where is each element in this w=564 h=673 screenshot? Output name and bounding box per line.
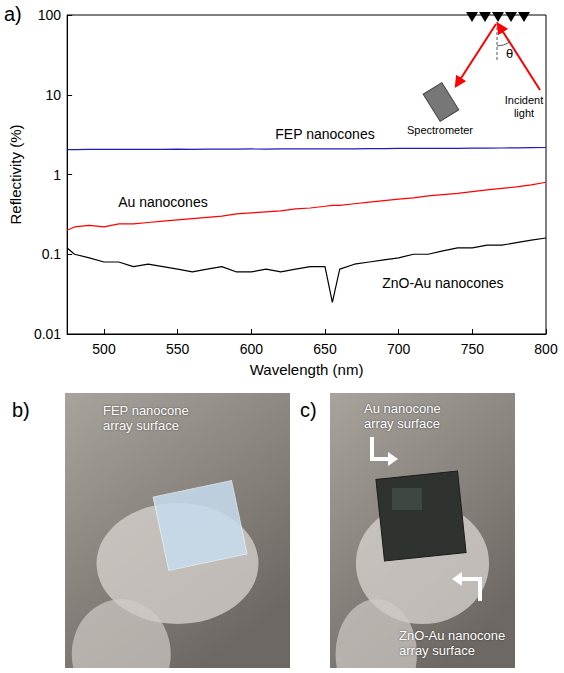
svg-text:750: 750 [461,341,485,357]
svg-text:Incidentlight: Incidentlight [505,94,544,119]
html-text:b): b) [12,399,30,421]
svg-text:550: 550 [166,341,190,357]
svg-text:600: 600 [240,341,264,357]
svg-text:Spectrometer: Spectrometer [407,124,473,136]
svg-text:700: 700 [387,341,411,357]
svg-text:1: 1 [53,167,61,183]
html-text:FEP nanocone array surface: FEP nanocone array surface [103,403,189,433]
html-text:ZnO-Au nanocone array surface: ZnO-Au nanocone array surface [399,628,506,658]
svg-text:Au nanocones: Au nanocones [118,194,208,210]
svg-text:800: 800 [534,341,558,357]
html-text:Au nanocone array surface: Au nanocone array surface [364,401,441,431]
svg-text:10: 10 [46,87,62,103]
svg-text:θ: θ [506,46,513,61]
svg-text:100: 100 [38,7,62,23]
svg-text:0.1: 0.1 [42,246,62,262]
svg-text:Wavelength (nm): Wavelength (nm) [250,361,364,378]
svg-text:650: 650 [313,341,337,357]
svg-text:FEP nanocones: FEP nanocones [275,126,374,142]
svg-text:Reflectivity (%): Reflectivity (%) [7,124,24,224]
svg-text:500: 500 [92,341,116,357]
svg-text:ZnO-Au nanocones: ZnO-Au nanocones [382,275,503,291]
svg-text:a): a) [4,3,22,25]
svg-text:0.01: 0.01 [34,326,61,342]
html-text:c): c) [300,399,317,421]
